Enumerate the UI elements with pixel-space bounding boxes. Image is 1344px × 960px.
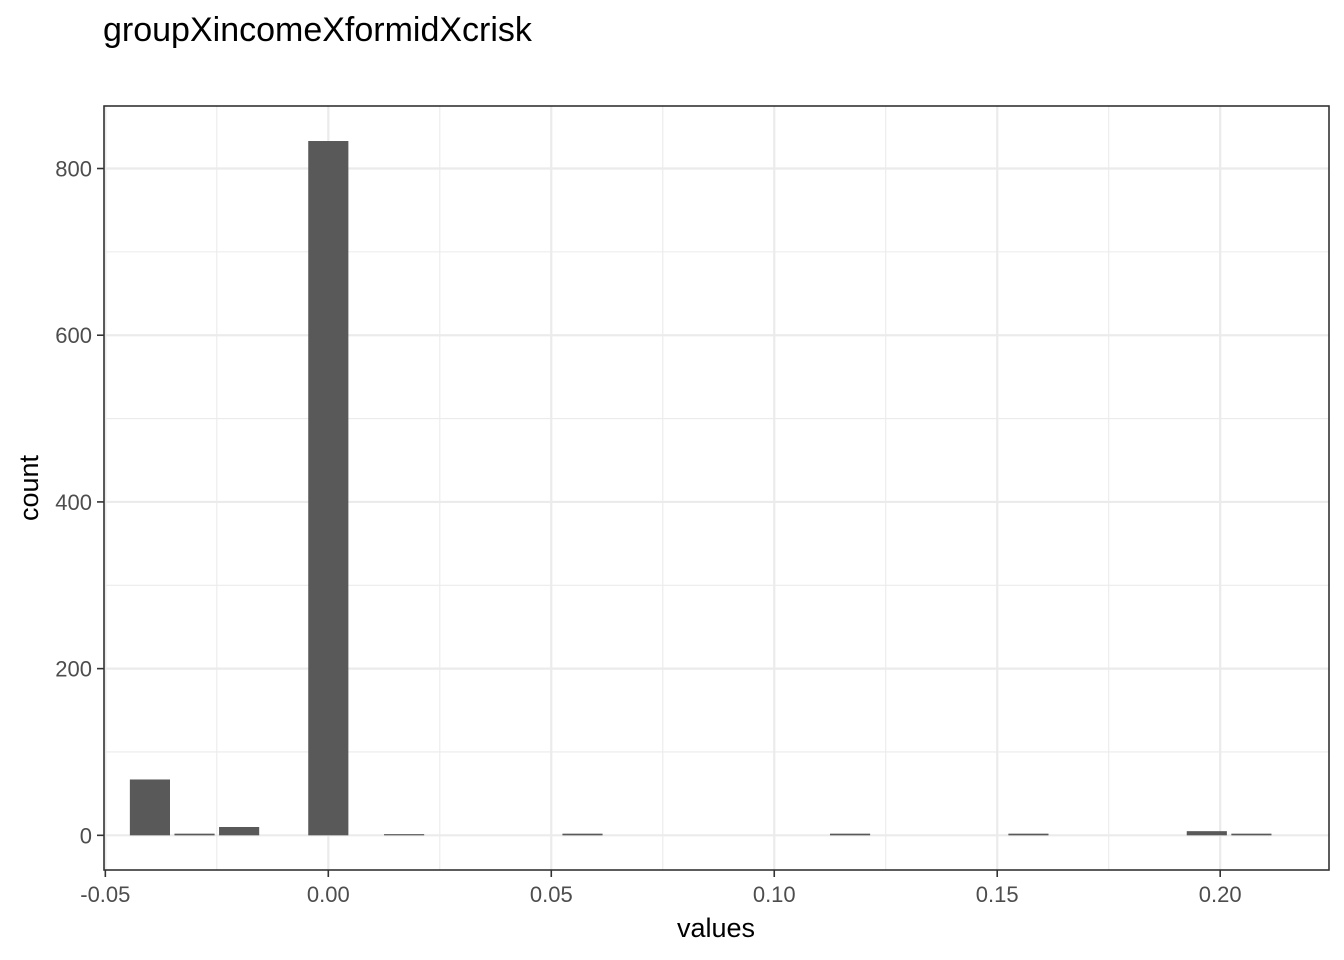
histogram-bar	[129, 779, 170, 836]
histogram-bar	[1008, 833, 1049, 836]
bars	[129, 141, 1272, 836]
histogram-bar	[384, 834, 425, 836]
grid	[104, 106, 1329, 870]
x-tick-label: 0.15	[976, 882, 1019, 907]
y-tick-label: 400	[55, 490, 92, 515]
y-tick-label: 0	[80, 823, 92, 848]
y-tick-label: 800	[55, 157, 92, 182]
x-tick-label: 0.05	[530, 882, 573, 907]
histogram-bar	[174, 833, 215, 836]
histogram-bar	[308, 141, 349, 836]
x-tick-label: -0.05	[80, 882, 130, 907]
y-tick-label: 200	[55, 657, 92, 682]
histogram-bar	[562, 833, 603, 836]
panel-border	[103, 105, 1330, 871]
x-tick-label: 0.10	[753, 882, 796, 907]
histogram-bar	[1231, 833, 1272, 836]
y-tick-label: 600	[55, 323, 92, 348]
histogram-bar	[219, 826, 260, 836]
chart-title: groupXincomeXformidXcrisk	[103, 11, 533, 49]
x-tick-label: 0.20	[1199, 882, 1242, 907]
x-axis: -0.05 0.00 0.05 0.10 0.15 0.20	[80, 870, 1242, 907]
x-tick-label: 0.00	[307, 882, 350, 907]
y-axis: 0 200 400 600 800	[55, 157, 104, 848]
x-axis-title: values	[677, 913, 755, 943]
histogram-bar	[829, 833, 871, 836]
y-axis-title: count	[14, 454, 44, 521]
histogram-bar	[1186, 831, 1227, 836]
